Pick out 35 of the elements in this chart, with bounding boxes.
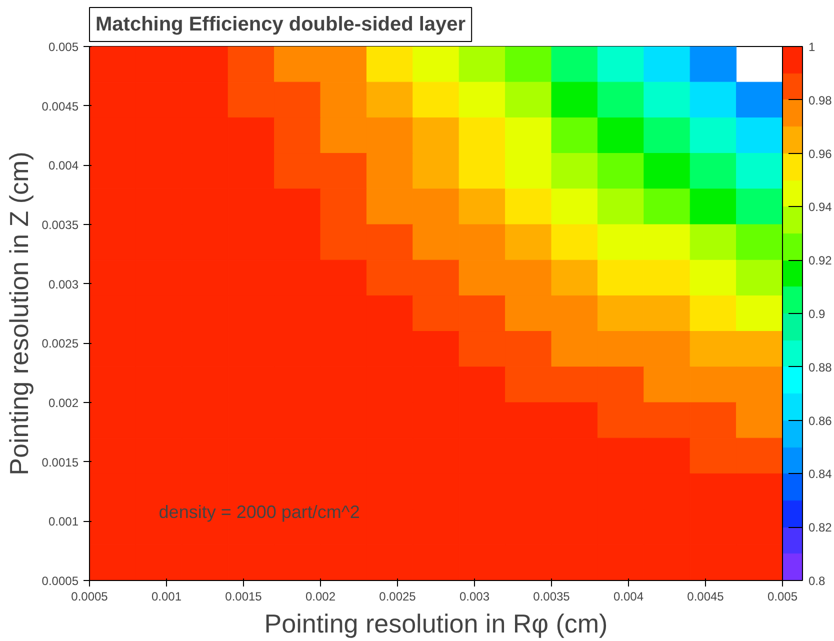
color-bar-label: 0.84 [808,467,832,482]
color-bar-label: 0.96 [808,146,832,161]
color-bar-label: 1 [808,40,816,54]
y-tick-label: 0.002 [48,396,79,410]
color-bar-label: 0.94 [808,200,832,214]
x-tick-label: 0.003 [459,590,490,604]
chart-title: Matching Efficiency double-sided layer [96,14,466,36]
x-axis-title: Pointing resolution in Rφ (cm) [264,608,608,638]
x-tick-label: 0.0015 [225,590,262,604]
x-tick-label: 0.001 [151,590,182,604]
y-axis-title: Pointing resolution in Z (cm) [4,152,34,476]
x-tick-label: 0.004 [613,590,644,604]
x-tick-label: 0.005 [767,590,798,604]
x-tick-label: 0.0005 [71,590,108,604]
y-tick-label: 0.003 [48,277,79,292]
x-tick-label: 0.002 [305,590,336,604]
x-tick-label: 0.0035 [533,590,570,604]
y-tick-label: 0.0015 [42,455,79,470]
y-tick-label: 0.005 [48,40,79,54]
color-bar-label: 0.92 [808,254,832,268]
color-bar-label: 0.9 [808,307,826,321]
y-tick-label: 0.0025 [42,336,79,351]
color-bar-label: 0.88 [808,360,832,374]
y-tick-label: 0.0005 [42,574,79,588]
color-bar-label: 0.86 [808,414,832,428]
x-tick-label: 0.0025 [379,590,416,604]
color-bar-label: 0.8 [808,574,826,588]
x-tick-label: 0.0045 [687,590,724,604]
color-bar-label: 0.98 [808,93,832,108]
y-tick-label: 0.0035 [42,218,79,232]
color-bar-label: 0.82 [808,520,832,535]
annotation: density = 2000 part/cm^2 [158,502,360,522]
y-tick-label: 0.004 [48,158,79,173]
y-tick-label: 0.0045 [42,99,79,114]
y-tick-label: 0.001 [48,514,79,529]
